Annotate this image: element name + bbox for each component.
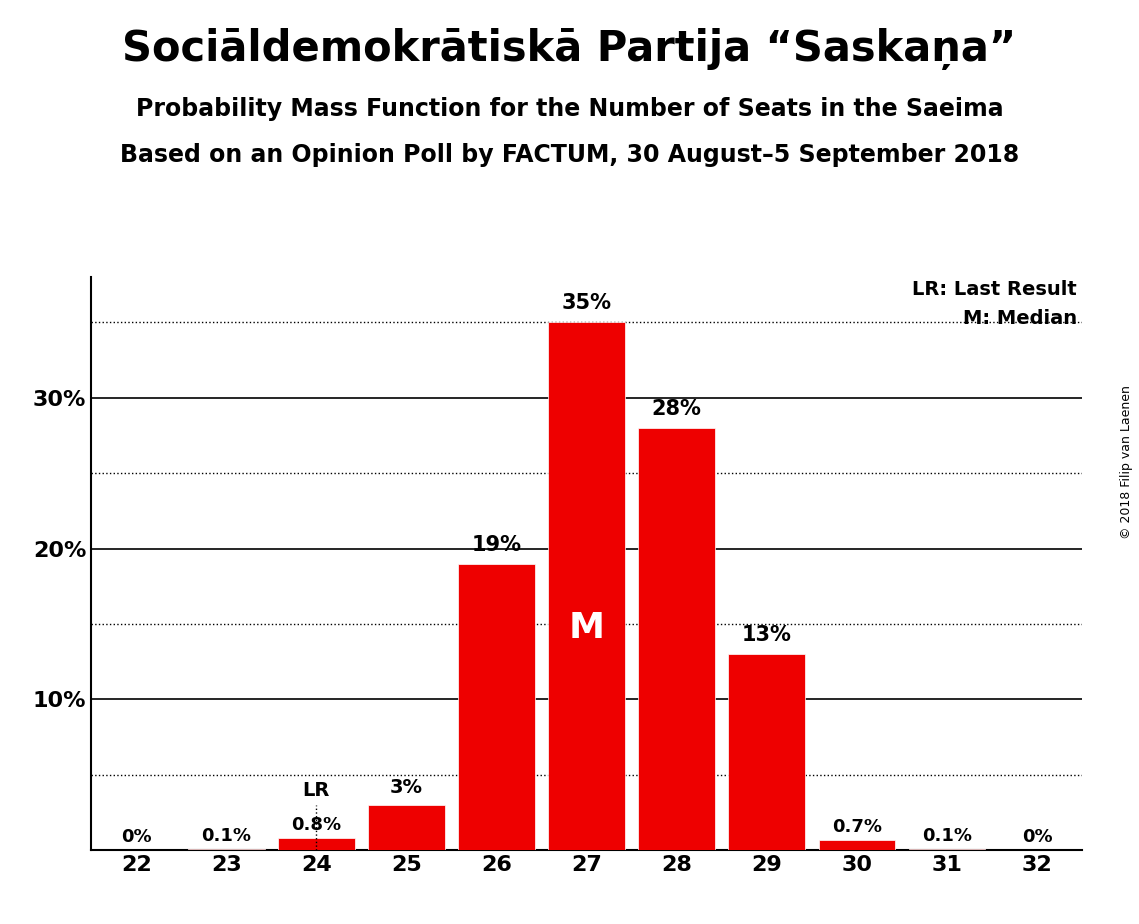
Bar <box>819 840 895 850</box>
Text: 35%: 35% <box>562 294 612 313</box>
Text: 28%: 28% <box>652 399 702 419</box>
Text: Based on an Opinion Poll by FACTUM, 30 August–5 September 2018: Based on an Opinion Poll by FACTUM, 30 A… <box>120 143 1019 167</box>
Text: Sociāldemokrātiskā Partija “Saskaņa”: Sociāldemokrātiskā Partija “Saskaņa” <box>122 28 1017 69</box>
Bar <box>729 654 805 850</box>
Text: Probability Mass Function for the Number of Seats in the Saeima: Probability Mass Function for the Number… <box>136 97 1003 121</box>
Bar <box>188 848 264 850</box>
Text: 0.1%: 0.1% <box>921 827 972 845</box>
Text: 19%: 19% <box>472 535 522 554</box>
Bar <box>368 805 444 850</box>
Text: 0%: 0% <box>1022 828 1052 846</box>
Bar <box>548 322 625 850</box>
Text: 13%: 13% <box>741 625 792 645</box>
Bar <box>458 564 535 850</box>
Text: 0.8%: 0.8% <box>292 816 342 834</box>
Text: LR: Last Result: LR: Last Result <box>912 280 1077 299</box>
Text: M: Median: M: Median <box>962 309 1077 328</box>
Text: © 2018 Filip van Laenen: © 2018 Filip van Laenen <box>1121 385 1133 539</box>
Bar <box>278 838 354 850</box>
Bar <box>638 428 715 850</box>
Text: 0.1%: 0.1% <box>202 827 252 845</box>
Bar <box>909 848 985 850</box>
Text: LR: LR <box>303 781 330 799</box>
Text: 0%: 0% <box>121 828 151 846</box>
Text: M: M <box>568 612 605 646</box>
Text: 3%: 3% <box>390 778 423 797</box>
Text: 0.7%: 0.7% <box>831 818 882 835</box>
